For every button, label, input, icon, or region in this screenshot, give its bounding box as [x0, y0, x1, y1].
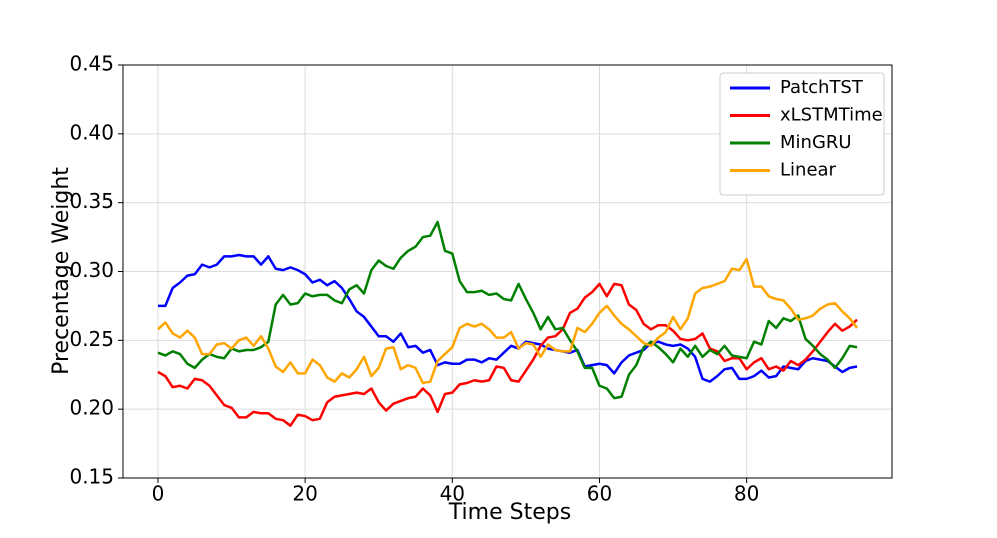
y-axis-label: Precentage Weight — [49, 167, 74, 375]
series-line — [157, 253, 858, 383]
y-tick-label: 0.45 — [69, 52, 114, 76]
y-tick-label: 0.20 — [69, 396, 114, 420]
series-line — [157, 257, 859, 385]
plot-frame — [122, 64, 893, 479]
x-axis-label: Time Steps — [448, 500, 571, 525]
x-tick-label: 20 — [292, 482, 317, 506]
x-tick-label: 0 — [152, 482, 165, 506]
legend-box — [719, 72, 885, 196]
legend-label: PatchTST — [780, 77, 864, 98]
series-line — [157, 220, 858, 400]
x-tick-label: 80 — [734, 482, 759, 506]
legend-label: xLSTMTime — [780, 105, 883, 126]
y-tick-label: 0.25 — [69, 327, 114, 351]
series-line — [157, 282, 858, 427]
legend: PatchTST xLSTMTime MinGRU Linear — [719, 72, 885, 196]
legend-label: MinGRU — [780, 132, 852, 153]
grid — [123, 64, 892, 479]
y-tick-label: 0.35 — [69, 189, 114, 213]
x-tick-label: 40 — [440, 482, 465, 506]
y-tick-label: 0.15 — [69, 465, 114, 489]
legend-label: Linear — [780, 160, 837, 181]
x-tick-label: 60 — [587, 482, 612, 506]
y-tick-label: 0.30 — [69, 258, 114, 282]
y-tick-label: 0.40 — [69, 120, 114, 144]
